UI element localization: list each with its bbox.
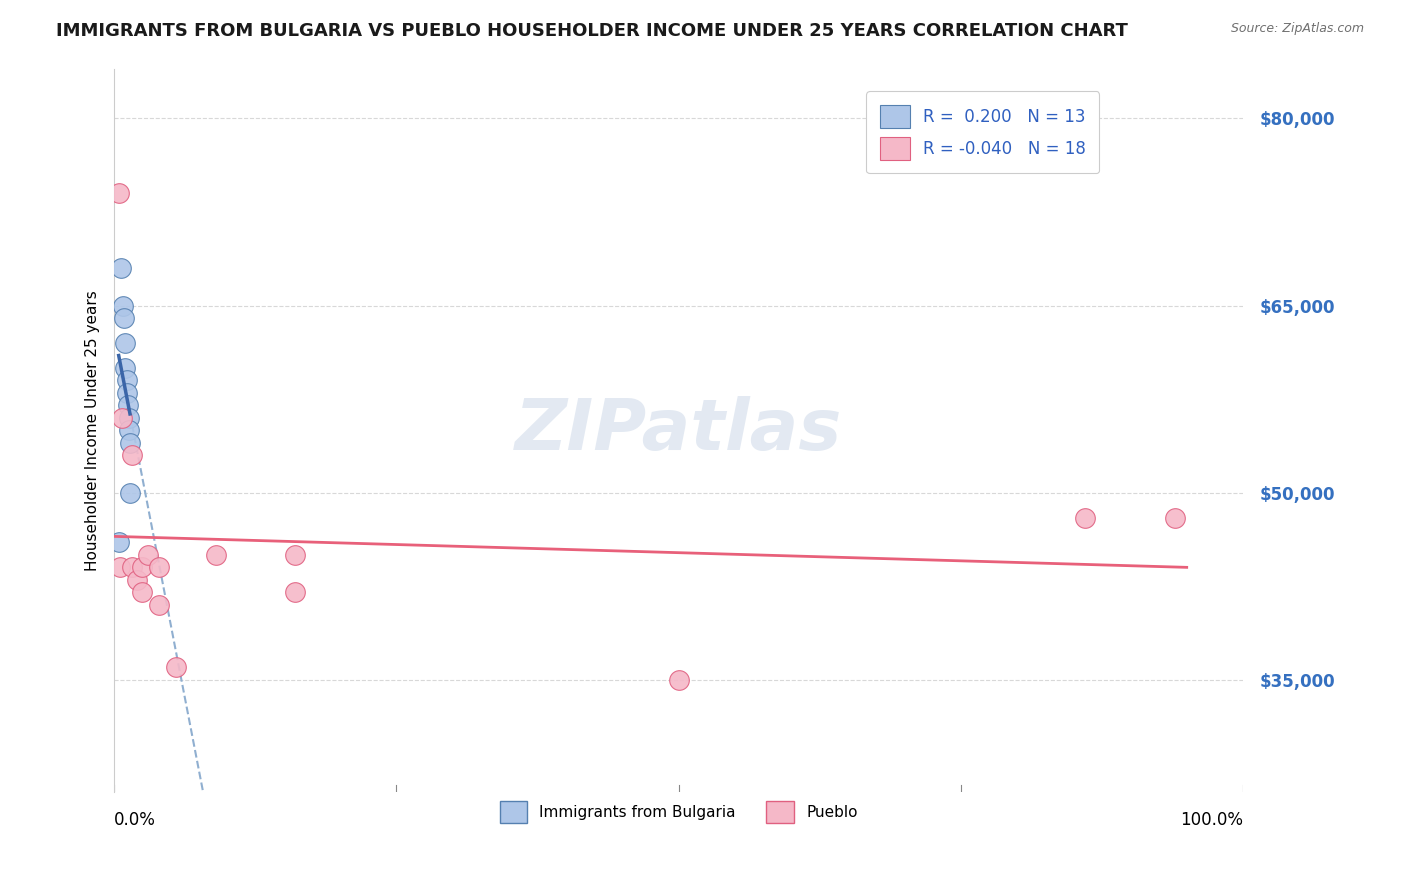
Text: 0.0%: 0.0% (114, 811, 156, 829)
Point (136, 548, 159, 562)
Text: 100.0%: 100.0% (1180, 811, 1243, 829)
Point (114, 360, 136, 375)
Point (148, 598, 170, 612)
Point (112, 310, 135, 325)
Point (107, 535, 129, 549)
Point (165, 660, 187, 674)
Point (115, 385, 138, 400)
Point (121, 448, 143, 462)
Point (1074, 510, 1097, 524)
Legend: Immigrants from Bulgaria, Pueblo: Immigrants from Bulgaria, Pueblo (488, 789, 870, 835)
Point (111, 410, 134, 425)
Point (131, 585, 153, 599)
Point (204, 548, 226, 562)
Point (284, 585, 307, 599)
Point (117, 398, 139, 412)
Point (1164, 510, 1187, 524)
Point (131, 560, 153, 574)
Point (115, 373, 138, 387)
Y-axis label: Householder Income Under 25 years: Householder Income Under 25 years (86, 290, 100, 571)
Point (668, 673, 690, 687)
Point (110, 261, 132, 276)
Point (107, 186, 129, 201)
Point (121, 560, 143, 574)
Point (112, 298, 135, 312)
Point (108, 560, 131, 574)
Text: IMMIGRANTS FROM BULGARIA VS PUEBLO HOUSEHOLDER INCOME UNDER 25 YEARS CORRELATION: IMMIGRANTS FROM BULGARIA VS PUEBLO HOUSE… (56, 22, 1128, 40)
Text: ZIPatlas: ZIPatlas (515, 396, 842, 465)
Point (148, 560, 170, 574)
Point (118, 410, 141, 425)
Point (125, 573, 148, 587)
Point (118, 435, 141, 450)
Point (284, 548, 307, 562)
Point (118, 485, 141, 500)
Text: Source: ZipAtlas.com: Source: ZipAtlas.com (1230, 22, 1364, 36)
Point (118, 423, 141, 437)
Point (114, 335, 136, 350)
